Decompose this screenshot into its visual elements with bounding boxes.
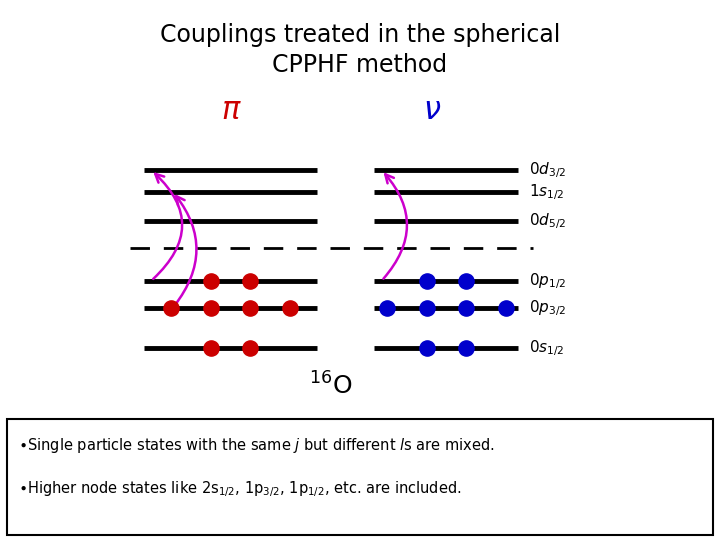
Point bbox=[204, 344, 216, 353]
Point bbox=[166, 303, 177, 312]
Text: $0p_{1/2}$: $0p_{1/2}$ bbox=[529, 271, 567, 291]
Text: $0p_{3/2}$: $0p_{3/2}$ bbox=[529, 298, 567, 318]
Point bbox=[420, 344, 432, 353]
Point bbox=[204, 276, 216, 285]
Text: ν: ν bbox=[423, 96, 441, 125]
Text: $0d_{3/2}$: $0d_{3/2}$ bbox=[529, 160, 567, 180]
Point bbox=[245, 303, 256, 312]
Point bbox=[461, 303, 472, 312]
Text: $^{16}$O: $^{16}$O bbox=[310, 373, 353, 400]
Point bbox=[382, 303, 393, 312]
Point bbox=[245, 276, 256, 285]
Point bbox=[284, 303, 296, 312]
Text: Couplings treated in the spherical: Couplings treated in the spherical bbox=[160, 23, 560, 47]
Text: $\bullet$Higher node states like 2s$_{1/2}$, 1p$_{3/2}$, 1p$_{1/2}$, etc. are in: $\bullet$Higher node states like 2s$_{1/… bbox=[18, 478, 462, 499]
Point bbox=[204, 303, 216, 312]
Text: $1s_{1/2}$: $1s_{1/2}$ bbox=[529, 181, 564, 202]
Point bbox=[461, 276, 472, 285]
Point bbox=[461, 344, 472, 353]
FancyBboxPatch shape bbox=[7, 418, 713, 535]
Text: π: π bbox=[221, 96, 240, 125]
Point bbox=[245, 344, 256, 353]
Point bbox=[420, 303, 432, 312]
Point bbox=[500, 303, 511, 312]
Point bbox=[420, 276, 432, 285]
Text: $0d_{5/2}$: $0d_{5/2}$ bbox=[529, 211, 567, 232]
Text: $\bullet$Single particle states with the same $j$ but different $l$s are mixed.: $\bullet$Single particle states with the… bbox=[18, 436, 495, 455]
Text: $0s_{1/2}$: $0s_{1/2}$ bbox=[529, 338, 564, 359]
Text: CPPHF method: CPPHF method bbox=[272, 53, 448, 77]
